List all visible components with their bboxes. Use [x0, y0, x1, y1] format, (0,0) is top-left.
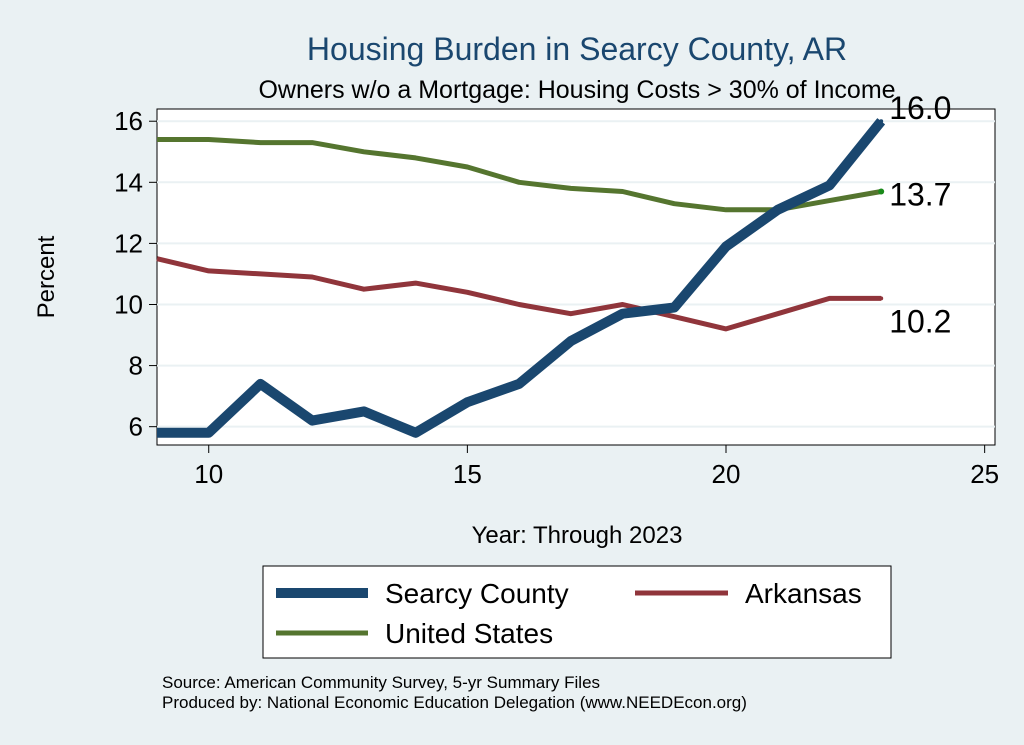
series-line-united-states — [157, 137, 882, 213]
y-tick-label-10: 10 — [114, 289, 143, 319]
legend-label-searcy-county: Searcy County — [385, 578, 569, 609]
x-tick-label-20: 20 — [712, 459, 741, 489]
end-label-searcy-county: 16.0 — [889, 90, 951, 126]
y-tick-label-8: 8 — [129, 351, 143, 381]
x-tick-label-25: 25 — [970, 459, 999, 489]
y-axis-title: Percent — [33, 235, 60, 318]
chart-subtitle: Owners w/o a Mortgage: Housing Costs > 3… — [258, 76, 895, 104]
y-tick-label-16: 16 — [114, 106, 143, 136]
series-endpoint-arkansas — [879, 296, 884, 301]
x-axis: 10 15 20 25 — [194, 445, 999, 489]
series-line-searcy-county — [157, 118, 886, 438]
x-tick-label-15: 15 — [453, 459, 482, 489]
legend-label-arkansas: Arkansas — [745, 578, 862, 609]
produced-by-note: Produced by: National Economic Education… — [162, 693, 747, 712]
end-label-arkansas: 10.2 — [889, 303, 951, 339]
gridlines — [157, 120, 995, 428]
x-tick-label-10: 10 — [194, 459, 223, 489]
legend-label-united-states: United States — [385, 618, 553, 649]
legend: Searcy County Arkansas United States — [262, 565, 892, 659]
legend-box — [262, 565, 892, 659]
y-tick-label-14: 14 — [114, 167, 143, 197]
x-axis-title: Year: Through 2023 — [472, 522, 683, 549]
series-line-arkansas — [156, 256, 882, 332]
y-tick-label-6: 6 — [129, 412, 143, 442]
end-labels: 16.0 10.2 13.7 — [889, 90, 951, 339]
series-endpoint-searcy-county — [879, 119, 884, 124]
y-tick-label-12: 12 — [114, 228, 143, 258]
series-layer — [156, 118, 886, 438]
series-endpoint-united-states — [878, 188, 885, 195]
end-label-united-states: 13.7 — [889, 176, 951, 212]
chart-title: Housing Burden in Searcy County, AR — [307, 31, 847, 67]
y-axis: 6 8 10 12 14 16 — [114, 106, 157, 442]
source-note: Source: American Community Survey, 5-yr … — [162, 673, 600, 692]
